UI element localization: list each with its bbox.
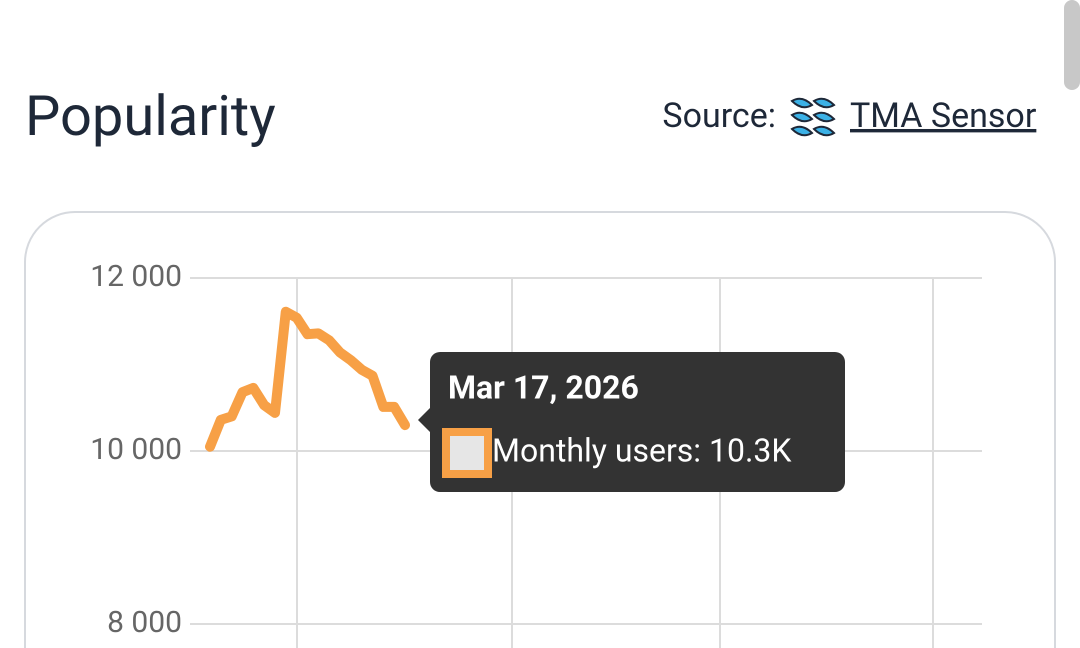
data-line	[205, 306, 410, 452]
section-title: Popularity	[25, 83, 276, 149]
tooltip-title: Mar 17, 2026	[448, 368, 639, 406]
tooltip-box	[418, 352, 845, 492]
plot-area: 8 000 10 000 12 000	[90, 259, 982, 648]
y-tick-label: 8 000	[107, 605, 182, 640]
source-label: Source:	[662, 96, 776, 136]
y-tick-label: 12 000	[90, 259, 182, 294]
tooltip-swatch	[442, 428, 492, 478]
source-icon	[790, 97, 836, 137]
tooltip-text: Monthly users: 10.3K	[492, 431, 792, 469]
scrollbar[interactable]	[1064, 0, 1080, 90]
y-tick-label: 10 000	[90, 432, 182, 467]
chart-card	[24, 211, 1056, 648]
tooltip: Mar 17, 2026 Monthly users: 10.3K	[418, 352, 845, 492]
source-link[interactable]: TMA Sensor	[850, 96, 1037, 136]
